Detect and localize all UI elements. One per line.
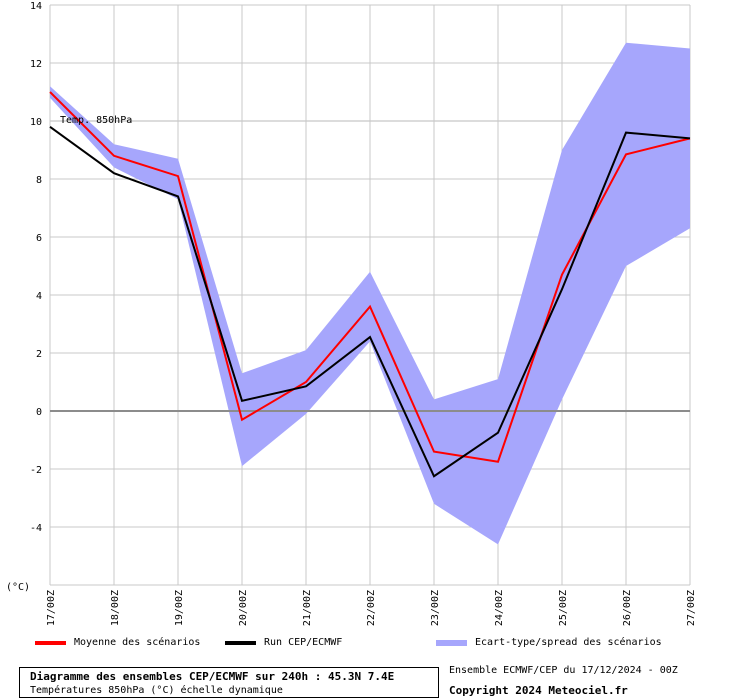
x-axis-ticks: 17/00Z 18/00Z 19/00Z 20/00Z 21/00Z 22/00Z 23/0…	[46, 590, 697, 626]
copyright-label: Copyright 2024 Meteociel.fr	[449, 684, 628, 697]
legend-mean-swatch	[35, 640, 66, 645]
legend-spread: Ecart-type/spread des scénarios	[436, 637, 662, 648]
y-tick-label: 6	[36, 233, 42, 244]
spread-band	[50, 42, 690, 545]
x-tick-label: 18/00Z	[110, 590, 121, 626]
run-series-line	[49, 125, 691, 478]
x-tick-label: 23/00Z	[430, 590, 441, 626]
legend-mean-label: Moyenne des scénarios	[74, 637, 201, 648]
chart-grid	[49, 4, 691, 586]
y-tick-label: 4	[36, 291, 42, 302]
x-tick-label: 19/00Z	[174, 590, 185, 626]
x-tick-label: 25/00Z	[558, 590, 569, 626]
diagram-title: Diagramme des ensembles CEP/ECMWF sur 24…	[30, 670, 395, 683]
legend-run-label: Run CEP/ECMWF	[264, 637, 343, 648]
x-tick-label: 20/00Z	[238, 590, 249, 626]
series-lines	[49, 91, 691, 478]
legend-mean: Moyenne des scénarios	[35, 637, 200, 648]
legend-run-swatch	[225, 640, 256, 645]
x-tick-label: 21/00Z	[302, 590, 313, 626]
ensemble-chart: -4 -2 0 2 4 6 8 10 12 14 17/00Z 18/00Z 19/00Z 20/00Z…	[6, 1, 697, 626]
x-tick-label: 24/00Z	[494, 590, 505, 626]
spread-area	[50, 42, 690, 545]
y-tick-label: 0	[36, 407, 42, 418]
y-tick-label: 14	[30, 1, 42, 12]
diagram-subtitle: Températures 850hPa (°C) échelle dynamiq…	[30, 685, 283, 696]
legend-spread-swatch	[436, 639, 467, 646]
y-tick-label: -4	[30, 523, 42, 534]
legend-run: Run CEP/ECMWF	[225, 637, 342, 648]
x-tick-label: 22/00Z	[366, 590, 377, 626]
ensemble-run-label: Ensemble ECMWF/CEP du 17/12/2024 - 00Z	[449, 665, 678, 676]
temp-annotation: Temp. 850hPa	[60, 115, 132, 126]
y-axis-ticks: -4 -2 0 2 4 6 8 10 12 14	[30, 1, 42, 534]
y-unit-label: (°C)	[6, 582, 30, 593]
diagram-info-box: Diagramme des ensembles CEP/ECMWF sur 24…	[19, 667, 439, 698]
y-tick-label: 8	[36, 175, 42, 186]
x-tick-label: 17/00Z	[46, 590, 57, 626]
x-tick-label: 27/00Z	[686, 590, 697, 626]
y-tick-label: -2	[30, 465, 42, 476]
legend-spread-label: Ecart-type/spread des scénarios	[475, 637, 662, 648]
x-tick-label: 26/00Z	[622, 590, 633, 626]
y-tick-label: 2	[36, 349, 42, 360]
y-tick-label: 10	[30, 117, 42, 128]
y-tick-label: 12	[30, 59, 42, 70]
